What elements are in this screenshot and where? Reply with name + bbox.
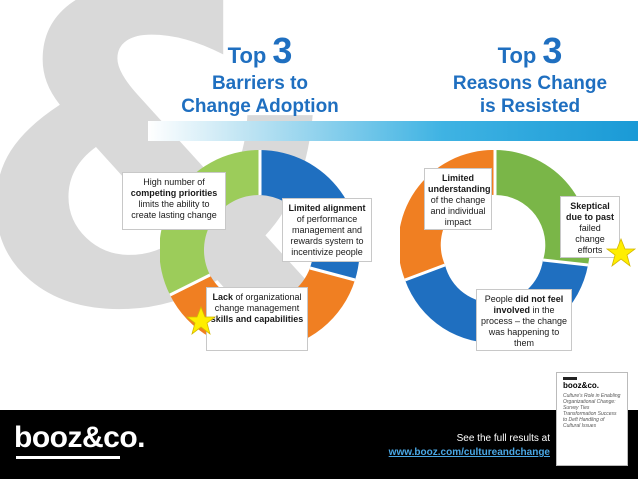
report-thumbnail[interactable]: booz&co. Culture's Role in Enabling Orga… [556, 372, 628, 466]
results-link[interactable]: www.booz.com/cultureandchange [388, 447, 550, 458]
right-box-skeptical: Skeptical due to past failed change effo… [560, 196, 620, 258]
thumbnail-logo: booz&co. [563, 381, 599, 390]
footer-bar [0, 410, 638, 479]
title-underline-band [148, 121, 638, 141]
right-box-not-involved: People did not feel involved in the proc… [476, 289, 572, 351]
see-results-text: See the full results at [456, 433, 550, 444]
star-icon [186, 306, 216, 336]
right-box-limited-understanding: Limited understanding of the change and … [424, 168, 492, 230]
thumbnail-title: Culture's Role in Enabling Organizationa… [563, 393, 621, 429]
left-title: Barriers to Change Adoption [181, 73, 339, 117]
left-box-lack-of-change-management: Lack of organizational change management… [206, 287, 308, 351]
logo-underline [16, 456, 120, 459]
right-title: Reasons Change is Resisted [452, 73, 608, 117]
right-top-heading: Top 3 [497, 30, 563, 71]
left-top-heading: Top 3 [227, 30, 293, 71]
left-box-limited-alignment: Limited alignment of performance managem… [282, 198, 372, 262]
booz-co-logo: booz&co. [14, 421, 146, 454]
thumbnail-header-mark [563, 377, 577, 380]
left-box-competing-priorities: High number of competing priorities limi… [122, 172, 226, 230]
star-icon [606, 238, 636, 268]
